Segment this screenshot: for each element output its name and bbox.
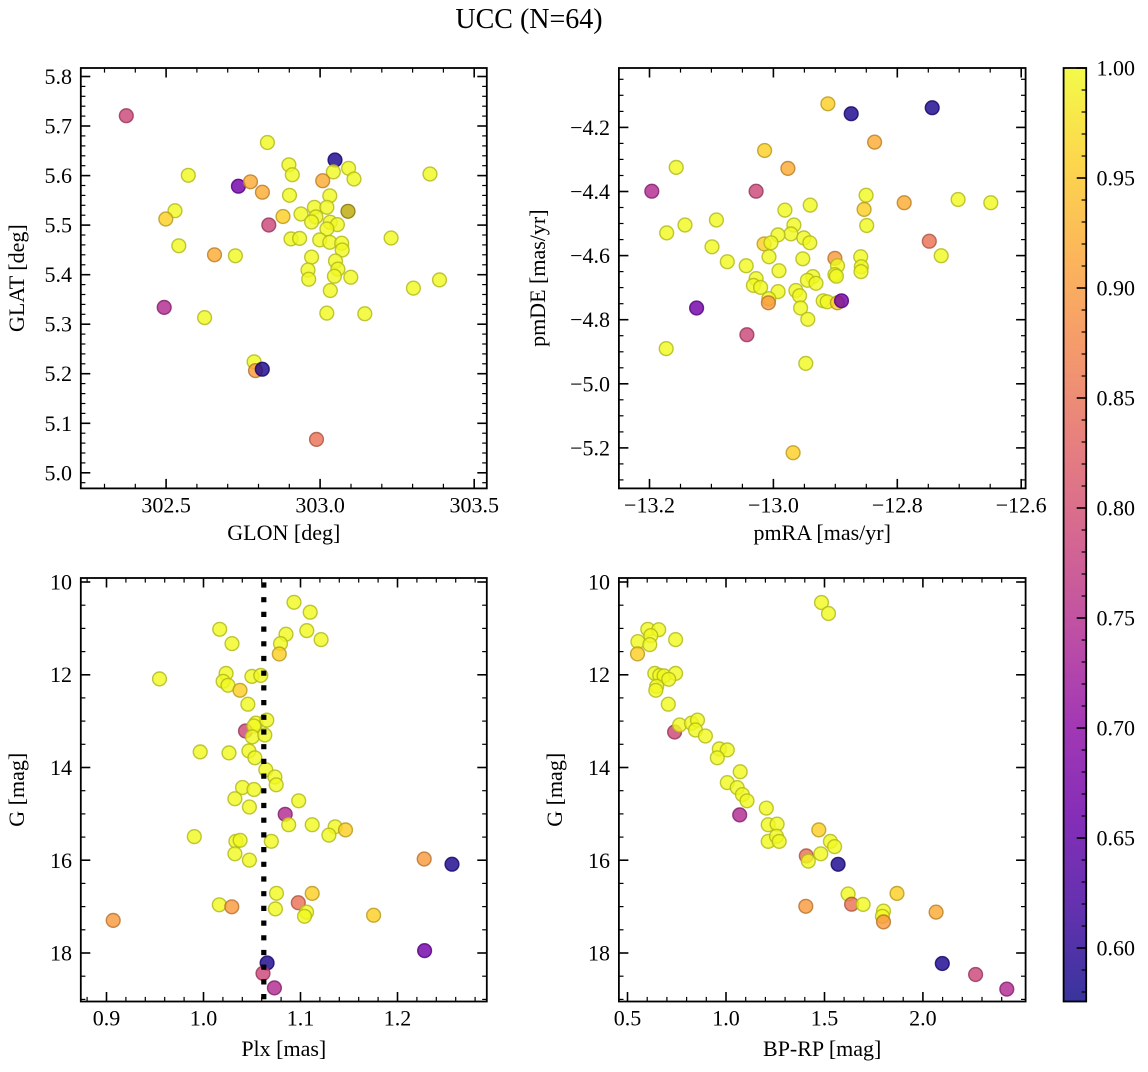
svg-text:5.6: 5.6 [45, 163, 73, 188]
svg-text:16: 16 [50, 848, 72, 873]
svg-text:18: 18 [50, 941, 72, 966]
svg-text:0.90: 0.90 [1097, 276, 1136, 301]
svg-text:G [mag]: G [mag] [4, 753, 29, 827]
svg-text:−4.8: −4.8 [570, 307, 610, 332]
svg-text:5.4: 5.4 [45, 262, 73, 287]
svg-text:1.00: 1.00 [1097, 56, 1136, 81]
svg-text:0.5: 0.5 [614, 1006, 642, 1031]
svg-text:5.0: 5.0 [45, 460, 73, 485]
svg-text:5.3: 5.3 [45, 312, 73, 337]
svg-text:GLAT [deg]: GLAT [deg] [4, 224, 29, 332]
svg-text:Plx [mas]: Plx [mas] [241, 1036, 326, 1061]
svg-text:−4.2: −4.2 [570, 115, 610, 140]
svg-text:0.75: 0.75 [1097, 606, 1136, 631]
svg-text:10: 10 [50, 570, 72, 595]
svg-text:12: 12 [50, 662, 72, 687]
svg-text:303.5: 303.5 [449, 493, 499, 518]
svg-text:G [mag]: G [mag] [542, 753, 567, 827]
svg-text:0.60: 0.60 [1097, 936, 1136, 961]
svg-text:1.0: 1.0 [190, 1006, 218, 1031]
svg-text:−12.8: −12.8 [872, 493, 923, 518]
svg-text:pmRA [mas/yr]: pmRA [mas/yr] [753, 520, 891, 545]
svg-text:1.5: 1.5 [811, 1006, 839, 1031]
svg-text:16: 16 [588, 848, 610, 873]
svg-text:pmDE [mas/yr]: pmDE [mas/yr] [525, 209, 550, 346]
svg-text:302.5: 302.5 [141, 493, 191, 518]
svg-text:0.95: 0.95 [1097, 166, 1136, 191]
svg-text:14: 14 [588, 755, 610, 780]
svg-text:0.65: 0.65 [1097, 826, 1136, 851]
svg-text:−13.2: −13.2 [624, 493, 675, 518]
svg-text:5.5: 5.5 [45, 213, 73, 238]
svg-text:1.1: 1.1 [287, 1006, 315, 1031]
svg-text:0.70: 0.70 [1097, 716, 1136, 741]
svg-text:GLON [deg]: GLON [deg] [227, 520, 340, 545]
svg-text:UCC (N=64): UCC (N=64) [455, 4, 602, 35]
svg-text:5.8: 5.8 [45, 64, 73, 89]
svg-text:303.0: 303.0 [295, 493, 345, 518]
svg-text:14: 14 [50, 755, 72, 780]
svg-text:5.7: 5.7 [45, 114, 73, 139]
svg-text:0.85: 0.85 [1097, 386, 1136, 411]
svg-text:−4.4: −4.4 [570, 179, 610, 204]
svg-text:BP-RP [mag]: BP-RP [mag] [763, 1036, 881, 1061]
svg-text:−5.0: −5.0 [570, 371, 610, 396]
svg-text:5.2: 5.2 [45, 361, 73, 386]
svg-text:0.80: 0.80 [1097, 496, 1136, 521]
svg-text:−12.6: −12.6 [996, 493, 1047, 518]
svg-text:−13.0: −13.0 [748, 493, 799, 518]
svg-text:10: 10 [588, 570, 610, 595]
svg-text:2.0: 2.0 [909, 1006, 937, 1031]
svg-text:12: 12 [588, 662, 610, 687]
svg-text:−5.2: −5.2 [570, 435, 610, 460]
svg-text:18: 18 [588, 941, 610, 966]
svg-text:1.0: 1.0 [712, 1006, 740, 1031]
svg-text:1.2: 1.2 [384, 1006, 412, 1031]
svg-text:5.1: 5.1 [45, 411, 73, 436]
svg-text:0.9: 0.9 [93, 1006, 121, 1031]
svg-text:−4.6: −4.6 [570, 243, 610, 268]
